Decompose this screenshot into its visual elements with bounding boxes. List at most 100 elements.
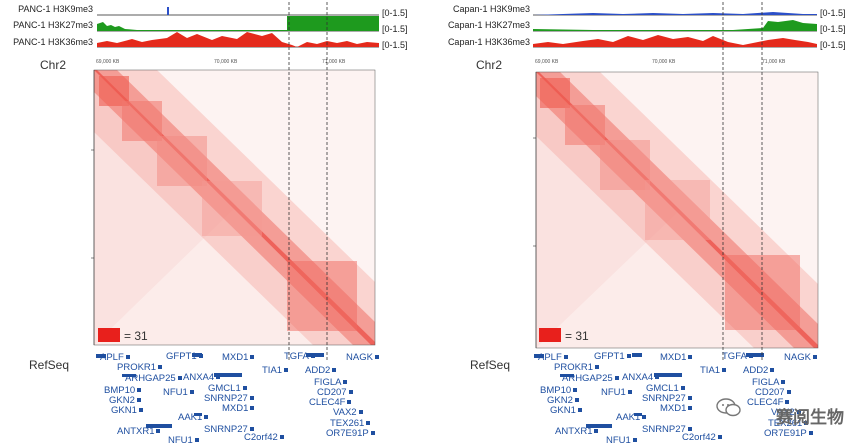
gene-bmp10: BMP10 <box>104 385 142 396</box>
gene-marker-icon <box>347 400 352 405</box>
legend-value: = 31 <box>124 329 148 343</box>
gene-marker-icon <box>374 355 379 360</box>
hic-heatmap <box>533 71 819 349</box>
refseq-label: RefSeq <box>470 358 511 372</box>
gene-marker-icon <box>204 415 209 420</box>
gene-clec4f: CLEC4F <box>747 397 790 408</box>
gene-prokr1: PROKR1 <box>554 362 600 373</box>
gene-marker-icon <box>627 390 632 395</box>
gene-marker-icon <box>250 355 255 360</box>
track-range-3: [0-1.5] <box>820 40 846 50</box>
gene-mxd1: MXD1 <box>660 352 693 363</box>
gene-gkn1: GKN1 <box>550 405 582 416</box>
gene-marker-icon <box>358 410 363 415</box>
gene-vax2: VAX2 <box>333 407 363 418</box>
legend-value: = 31 <box>565 329 589 343</box>
gene-marker-icon <box>722 368 727 373</box>
gene-c2orf42: C2orf42 <box>244 432 284 443</box>
gene-marker-icon <box>177 376 182 381</box>
gene-marker-icon <box>332 368 337 373</box>
gene-marker-icon <box>655 375 660 380</box>
gene-tex261: TEX261 <box>768 418 809 429</box>
track-range-1: [0-1.5] <box>820 8 846 18</box>
gene-marker-icon <box>198 354 203 359</box>
gene-arhgap25: ARHGAP25 <box>125 373 182 384</box>
gene-marker-icon <box>626 354 631 359</box>
track-label-h3k36me3: PANC-1 H3K36me3 <box>13 37 93 47</box>
gene-marker-icon <box>812 355 817 360</box>
gene-marker-icon <box>249 396 254 401</box>
gene-marker-icon <box>632 438 637 443</box>
track-label-h3k27me3: Capan-1 H3K27me3 <box>447 20 530 30</box>
gene-cd207: CD207 <box>317 387 353 398</box>
gene-gfpt1: GFPT1 <box>594 351 631 362</box>
gene-marker-icon <box>808 431 813 436</box>
x-tick-3: 71,000 KB <box>322 59 346 65</box>
gene-marker-icon <box>125 355 130 360</box>
gene-marker-icon <box>594 429 599 434</box>
wechat-logo-icon <box>716 398 741 417</box>
gene-add2: ADD2 <box>305 365 337 376</box>
gene-marker-icon <box>574 398 579 403</box>
gene-c2orf42: C2orf42 <box>682 432 722 443</box>
signal-tracks <box>533 12 817 48</box>
gene-marker-icon <box>781 380 786 385</box>
x-tick-2: 70,000 KB <box>652 59 676 65</box>
gene-marker-icon <box>642 415 647 420</box>
gene-gmcl1: GMCL1 <box>208 383 247 394</box>
legend-swatch <box>539 328 561 342</box>
gene-marker-icon <box>366 421 371 426</box>
gene-marker-icon <box>748 354 753 359</box>
x-tick-1: 69,000 KB <box>535 59 559 65</box>
region-dashed-lines <box>288 2 328 362</box>
gene-marker-icon <box>688 406 693 411</box>
gene-marker-icon <box>136 398 141 403</box>
gene-mxd1: MXD1 <box>222 352 255 363</box>
gene-marker-icon <box>279 435 284 440</box>
gene-marker-icon <box>796 410 801 415</box>
gene-nfu1-b: NFU1 <box>606 435 637 446</box>
left-panel: PANC-1 H3K9me3 PANC-1 H3K27me3 PANC-1 H3… <box>13 2 408 446</box>
track-label-h3k36me3: Capan-1 H3K36me3 <box>447 37 530 47</box>
gene-tgfa: TGFA <box>722 351 753 362</box>
track-range-2: [0-1.5] <box>382 24 408 34</box>
track-range-1: [0-1.5] <box>382 8 408 18</box>
gene-vax2: VAX2 <box>771 407 801 418</box>
gene-marker-icon <box>284 368 289 373</box>
gene-marker-icon <box>614 376 619 381</box>
chromosome-label: Chr2 <box>476 58 503 72</box>
gene-marker-icon <box>189 390 194 395</box>
gene-marker-icon <box>563 355 568 360</box>
gene-mxd1-b: MXD1 <box>222 403 255 414</box>
gene-marker-icon <box>310 354 315 359</box>
gene-marker-icon <box>343 380 348 385</box>
gene-gkn1: GKN1 <box>111 405 143 416</box>
gene-tgfa: TGFA <box>284 351 315 362</box>
gene-prokr1: PROKR1 <box>117 362 163 373</box>
gene-marker-icon <box>156 429 161 434</box>
gene-add2: ADD2 <box>743 365 775 376</box>
gene-aak1: AAK1 <box>616 412 647 423</box>
gene-marker-icon <box>216 375 221 380</box>
gene-nfu1: NFU1 <box>163 387 194 398</box>
gene-snrnp27-b: SNRNP27 <box>204 424 254 435</box>
gene-marker-icon <box>242 386 247 391</box>
x-tick-2: 70,000 KB <box>214 59 238 65</box>
track-label-h3k9me3: PANC-1 H3K9me3 <box>18 4 93 14</box>
gene-nagk: NAGK <box>784 352 817 363</box>
gene-glyphs <box>96 353 324 428</box>
gene-antxr1: ANTXR1 <box>555 426 599 437</box>
watermark-text: 赛阅生物 <box>776 408 844 428</box>
gene-marker-icon <box>804 421 809 426</box>
gene-marker-icon <box>348 390 353 395</box>
gene-marker-icon <box>370 431 375 436</box>
hic-heatmap <box>91 69 376 346</box>
gene-gkn2: GKN2 <box>109 395 141 406</box>
gene-clec4f: CLEC4F <box>309 397 352 408</box>
gene-nfu1: NFU1 <box>601 387 632 398</box>
gene-marker-icon <box>717 435 722 440</box>
gene-marker-icon <box>688 355 693 360</box>
gene-nfu1-b: NFU1 <box>168 435 199 446</box>
gene-figla: FIGLA <box>752 377 786 388</box>
gene-tia1: TIA1 <box>700 365 727 376</box>
